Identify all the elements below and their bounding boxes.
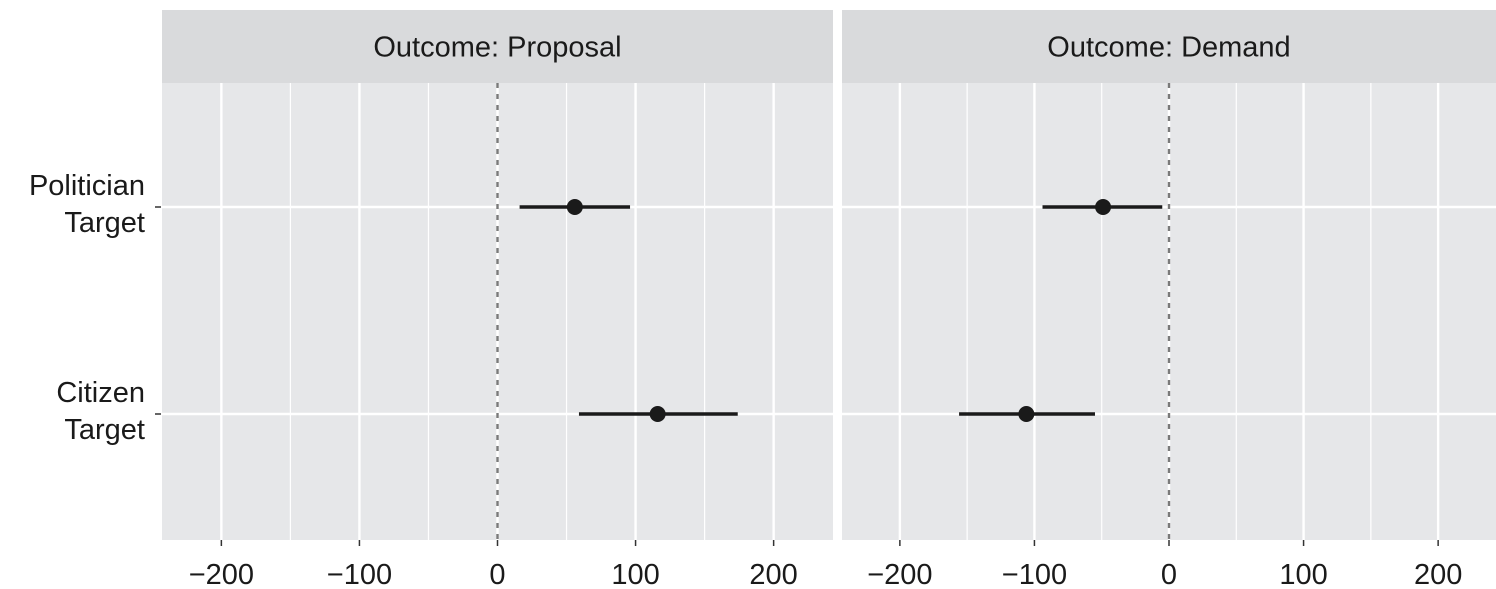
point-estimate [566,199,583,215]
facet-strip [842,10,1496,83]
facet-strip [162,10,833,83]
x-tick-label: 200 [749,559,797,589]
facet-title: Outcome: Demand [1047,32,1290,64]
x-tick-label: 0 [1161,559,1177,589]
facet-title: Outcome: Proposal [373,32,621,64]
x-tick-label: −200 [867,559,932,589]
x-tick-label: −100 [327,559,392,589]
x-tick-label: 100 [1279,559,1327,589]
x-tick-label: 100 [611,559,659,589]
x-tick-label: −200 [189,559,254,589]
point-estimate [1095,199,1112,215]
x-tick-label: 200 [1414,559,1462,589]
point-estimate [1018,406,1035,422]
y-category-label: Citizen Target [56,377,145,446]
y-category-label: Politician Target [29,170,145,239]
x-tick-label: −100 [1002,559,1067,589]
point-estimate [649,406,666,422]
x-tick-label: 0 [489,559,505,589]
